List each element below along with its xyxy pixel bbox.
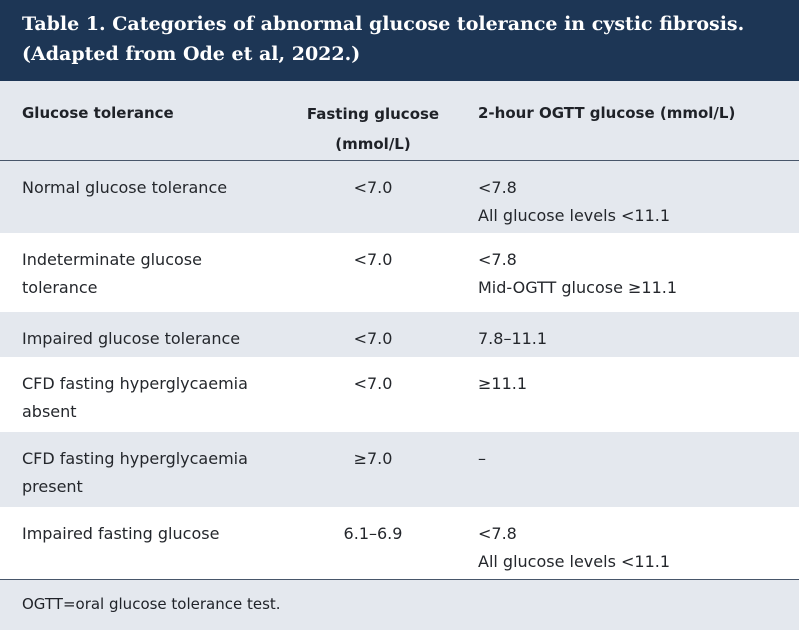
table-row: Indeterminate glucose tolerance <7.0 <7.… (0, 233, 799, 312)
row-category-line: tolerance (22, 278, 98, 297)
row-ogtt-line: 7.8–11.1 (478, 329, 548, 348)
row-fasting-glucose: 6.1–6.9 (343, 524, 403, 543)
glucose-tolerance-table: Glucose tolerance Fasting glucose (mmol/… (0, 81, 799, 613)
row-ogtt-glucose: – (478, 445, 788, 473)
row-ogtt-line: – (478, 449, 486, 468)
row-category: Impaired fasting glucose (22, 520, 282, 548)
header-fasting-glucose: Fasting glucose (mmol/L) (300, 99, 446, 159)
row-category-line: absent (22, 402, 77, 421)
row-ogtt-line: All glucose levels <11.1 (478, 552, 671, 571)
row-ogtt-line: <7.8 (478, 250, 517, 269)
table-header-row: Glucose tolerance Fasting glucose (mmol/… (0, 81, 799, 161)
row-category-line: CFD fasting hyperglycaemia (22, 449, 248, 468)
row-ogtt-line: All glucose levels <11.1 (478, 206, 671, 225)
table-row: Impaired glucose tolerance <7.0 7.8–11.1 (0, 312, 799, 357)
row-category-line: Indeterminate glucose (22, 250, 202, 269)
header-glucose-tolerance: Glucose tolerance (22, 104, 174, 122)
row-ogtt-glucose: 7.8–11.1 (478, 325, 788, 353)
row-category: CFD fasting hyperglycaemia present (22, 445, 282, 501)
row-category-line: Impaired fasting glucose (22, 524, 220, 543)
row-category: Indeterminate glucose tolerance (22, 246, 282, 302)
row-fasting-glucose: <7.0 (353, 329, 393, 348)
row-category-line: present (22, 477, 83, 496)
row-ogtt-glucose: <7.8 All glucose levels <11.1 (478, 520, 788, 576)
header-fasting-glucose-line-2: (mmol/L) (335, 135, 411, 153)
table-row: CFD fasting hyperglycaemia present ≥7.0 … (0, 432, 799, 507)
row-fasting-glucose: ≥7.0 (353, 449, 393, 468)
table-title: Table 1. Categories of abnormal glucose … (0, 0, 799, 81)
table-title-line-1: Table 1. Categories of abnormal glucose … (22, 13, 745, 35)
row-fasting-glucose: <7.0 (353, 374, 393, 393)
row-category: Impaired glucose tolerance (22, 325, 282, 353)
table-footnote: OGTT=oral glucose tolerance test. (0, 579, 799, 616)
table-row: Normal glucose tolerance <7.0 <7.8 All g… (0, 161, 799, 233)
header-fasting-glucose-line-1: Fasting glucose (306, 105, 440, 123)
row-ogtt-line: Mid-OGTT glucose ≥11.1 (478, 278, 678, 297)
row-category-line: Impaired glucose tolerance (22, 329, 241, 348)
row-ogtt-line: ≥11.1 (478, 374, 528, 393)
row-ogtt-glucose: <7.8 All glucose levels <11.1 (478, 174, 788, 230)
row-category: Normal glucose tolerance (22, 174, 282, 202)
header-2-hour-ogtt-glucose: 2-hour OGTT glucose (mmol/L) (478, 104, 736, 122)
row-category: CFD fasting hyperglycaemia absent (22, 370, 282, 426)
row-category-line: CFD fasting hyperglycaemia (22, 374, 248, 393)
row-ogtt-glucose: ≥11.1 (478, 370, 788, 398)
row-fasting-glucose: <7.0 (353, 250, 393, 269)
row-fasting-glucose: <7.0 (353, 178, 393, 197)
table-title-line-2: (Adapted from Ode et al, 2022.) (22, 43, 361, 65)
row-ogtt-glucose: <7.8 Mid-OGTT glucose ≥11.1 (478, 246, 788, 302)
table-row: Impaired fasting glucose 6.1–6.9 <7.8 Al… (0, 507, 799, 579)
row-category-line: Normal glucose tolerance (22, 178, 228, 197)
table-row: CFD fasting hyperglycaemia absent <7.0 ≥… (0, 357, 799, 432)
row-ogtt-line: <7.8 (478, 524, 517, 543)
row-ogtt-line: <7.8 (478, 178, 517, 197)
